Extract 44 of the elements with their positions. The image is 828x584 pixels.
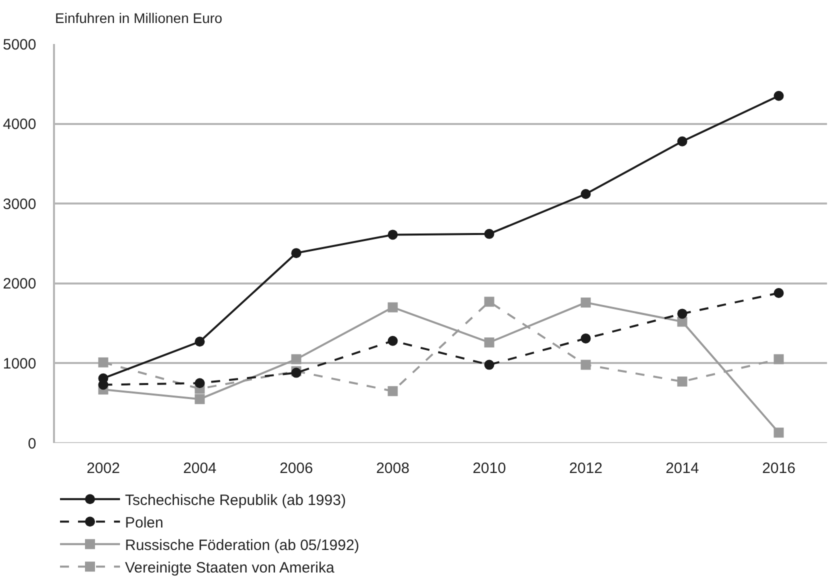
y-tick-label: 2000 <box>2 276 36 293</box>
point <box>291 248 302 258</box>
point <box>774 428 784 438</box>
x-tick-label: 2008 <box>376 460 410 477</box>
x-tick-label: 2014 <box>666 460 699 477</box>
legend-label: Vereinigte Staaten von Amerika <box>125 560 335 576</box>
point <box>291 354 302 364</box>
y-tick-label: 4000 <box>2 116 36 134</box>
x-tick-label: 2002 <box>86 460 120 477</box>
y-tick-label: 3000 <box>2 196 36 213</box>
y-tick-label: 0 <box>28 435 36 452</box>
point <box>388 336 398 346</box>
y-axis-title: Einfuhren in Millionen Euro <box>55 10 223 26</box>
y-tick-label: 5000 <box>2 36 36 54</box>
point <box>677 308 688 319</box>
point <box>677 136 688 146</box>
x-tick-label: 2016 <box>762 460 796 477</box>
point <box>580 298 591 308</box>
point <box>580 360 591 370</box>
point <box>580 333 591 344</box>
point <box>194 378 205 388</box>
point <box>484 337 494 348</box>
point <box>388 230 398 240</box>
point <box>580 189 591 200</box>
legend-label: Polen <box>125 514 164 532</box>
point <box>388 302 398 312</box>
point <box>774 288 784 298</box>
x-tick-label: 2004 <box>183 460 216 477</box>
point <box>388 386 398 396</box>
point <box>484 360 494 370</box>
point <box>677 376 688 387</box>
point <box>774 354 784 364</box>
x-tick-label: 2006 <box>280 460 313 477</box>
point <box>194 394 205 404</box>
point <box>774 90 784 101</box>
y-tick-label: 1000 <box>2 355 36 372</box>
legend-label: Tschechische Republik (ab 1993) <box>125 492 346 509</box>
legend-label: Russische Föderation (ab 05/1992) <box>125 537 360 554</box>
x-tick-label: 2010 <box>472 460 506 477</box>
x-tick-label: 2012 <box>569 460 602 477</box>
point <box>98 357 108 368</box>
point <box>484 296 494 307</box>
point <box>194 336 205 347</box>
point <box>484 228 494 239</box>
